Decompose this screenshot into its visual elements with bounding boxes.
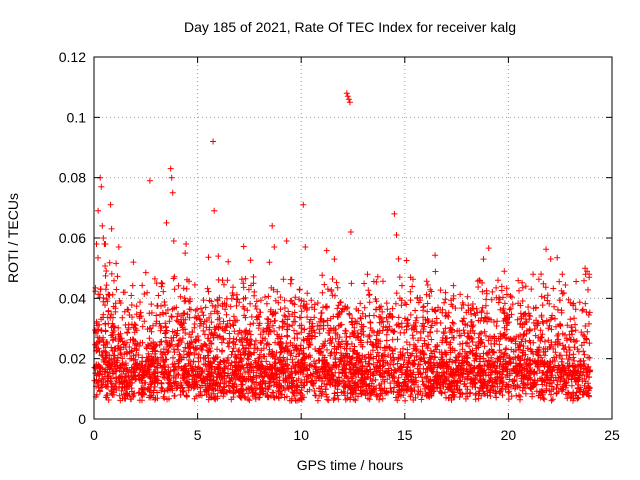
chart-title: Day 185 of 2021, Rate Of TEC Index for r… <box>184 19 516 35</box>
x-tick-label: 0 <box>90 427 98 443</box>
roti-point-cloud <box>91 90 594 404</box>
x-tick-label: 25 <box>604 427 620 443</box>
x-tick-label: 10 <box>293 427 309 443</box>
data-points <box>91 90 594 404</box>
x-axis-label: GPS time / hours <box>297 457 404 473</box>
x-tick-labels: 0 5 10 15 20 25 <box>90 427 620 443</box>
y-tick-label: 0 <box>78 411 86 427</box>
y-tick-label: 0.08 <box>59 170 86 186</box>
y-axis-label: ROTI / TECUs <box>5 193 21 283</box>
y-tick-labels: 0 0.02 0.04 0.06 0.08 0.1 0.12 <box>59 49 86 427</box>
x-tick-label: 5 <box>194 427 202 443</box>
axis-ticks <box>93 56 613 420</box>
y-tick-label: 0.02 <box>59 351 86 367</box>
y-tick-label: 0.06 <box>59 230 86 246</box>
grid-lines <box>94 57 612 419</box>
y-tick-label: 0.12 <box>59 49 86 65</box>
x-tick-label: 15 <box>397 427 413 443</box>
y-tick-label: 0.04 <box>59 290 86 306</box>
y-tick-label: 0.1 <box>67 109 87 125</box>
x-tick-label: 20 <box>501 427 517 443</box>
